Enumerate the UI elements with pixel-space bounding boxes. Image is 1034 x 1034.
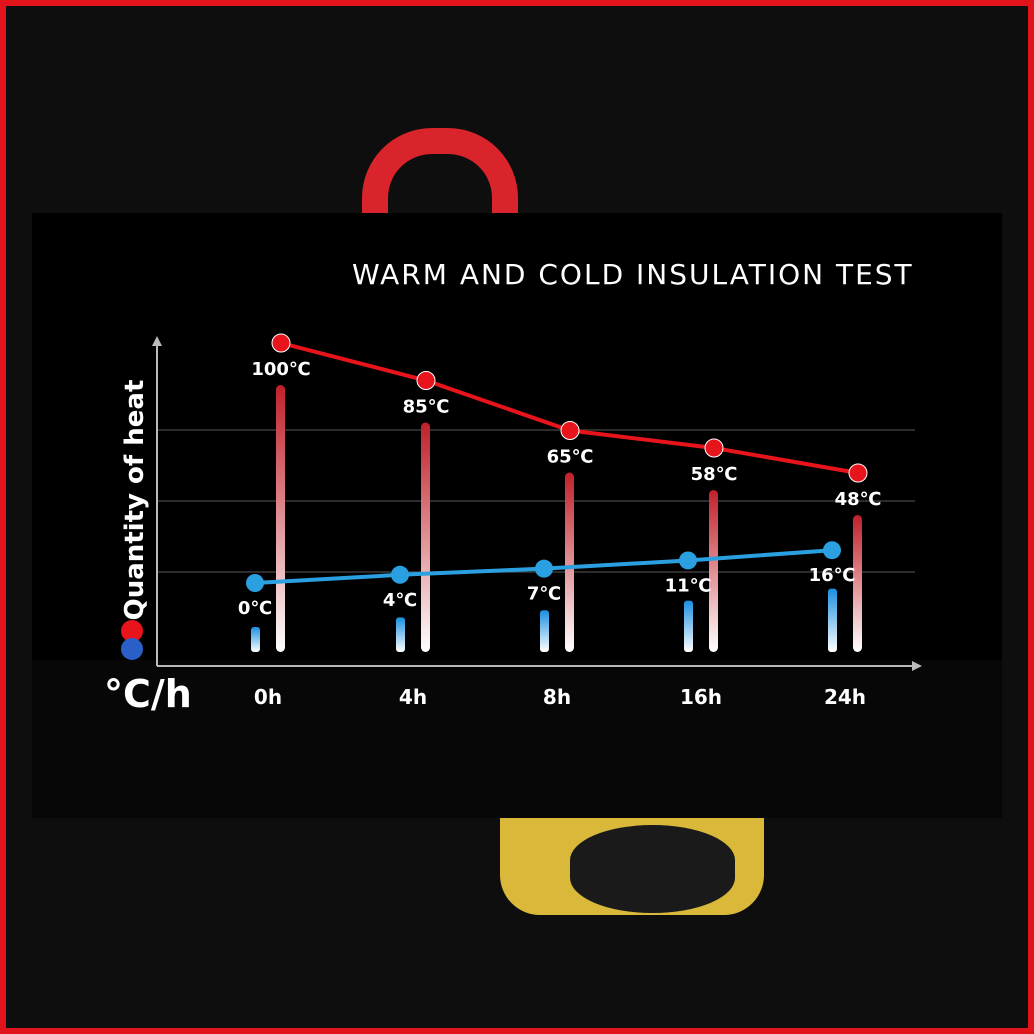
mug-bottom-dial bbox=[570, 825, 735, 913]
x-tick-label: 8h bbox=[543, 685, 571, 709]
x-tick-label: 4h bbox=[399, 685, 427, 709]
cold-bar bbox=[684, 600, 693, 652]
hot-data-label: 48℃ bbox=[835, 489, 882, 510]
hot-bar bbox=[709, 490, 718, 652]
chart-panel-lower bbox=[32, 660, 1002, 818]
cold-data-label: 11℃ bbox=[665, 575, 712, 596]
x-axis-arrow bbox=[912, 661, 922, 671]
legend-hot-dot bbox=[121, 620, 143, 642]
x-tick-label: 16h bbox=[680, 685, 722, 709]
cold-point bbox=[391, 565, 409, 584]
legend-cold-dot bbox=[121, 638, 143, 660]
cold-point bbox=[246, 574, 264, 592]
cold-bar bbox=[828, 588, 837, 652]
cold-data-label: 4℃ bbox=[383, 590, 417, 611]
cold-point bbox=[679, 551, 697, 570]
hot-bar bbox=[853, 515, 862, 652]
hot-data-label: 65℃ bbox=[547, 447, 594, 468]
cold-data-label: 7℃ bbox=[527, 584, 561, 605]
cold-bar bbox=[251, 627, 260, 652]
chart-title: WARM AND COLD INSULATION TEST bbox=[352, 258, 914, 291]
hot-data-label: 58℃ bbox=[691, 464, 738, 485]
hot-bar bbox=[565, 472, 574, 652]
cold-bar bbox=[396, 617, 405, 652]
cold-data-label: 0℃ bbox=[238, 598, 272, 619]
hot-point bbox=[416, 371, 436, 390]
x-axis-unit-label: °C/h bbox=[104, 672, 192, 716]
hot-data-label: 85℃ bbox=[403, 397, 450, 418]
hot-bar bbox=[276, 385, 285, 652]
x-tick-label: 24h bbox=[824, 685, 866, 709]
cold-data-label: 16℃ bbox=[809, 565, 856, 586]
cold-bar bbox=[540, 610, 549, 652]
cold-point bbox=[823, 541, 841, 560]
hot-point bbox=[704, 438, 724, 458]
hot-point bbox=[560, 421, 580, 440]
hot-bar bbox=[421, 422, 430, 652]
y-axis-arrow bbox=[152, 336, 162, 346]
cold-point bbox=[535, 559, 553, 578]
x-tick-label: 0h bbox=[254, 685, 282, 709]
hot-data-label: 100℃ bbox=[251, 359, 310, 380]
hot-point bbox=[271, 333, 291, 353]
hot-point bbox=[848, 463, 868, 483]
